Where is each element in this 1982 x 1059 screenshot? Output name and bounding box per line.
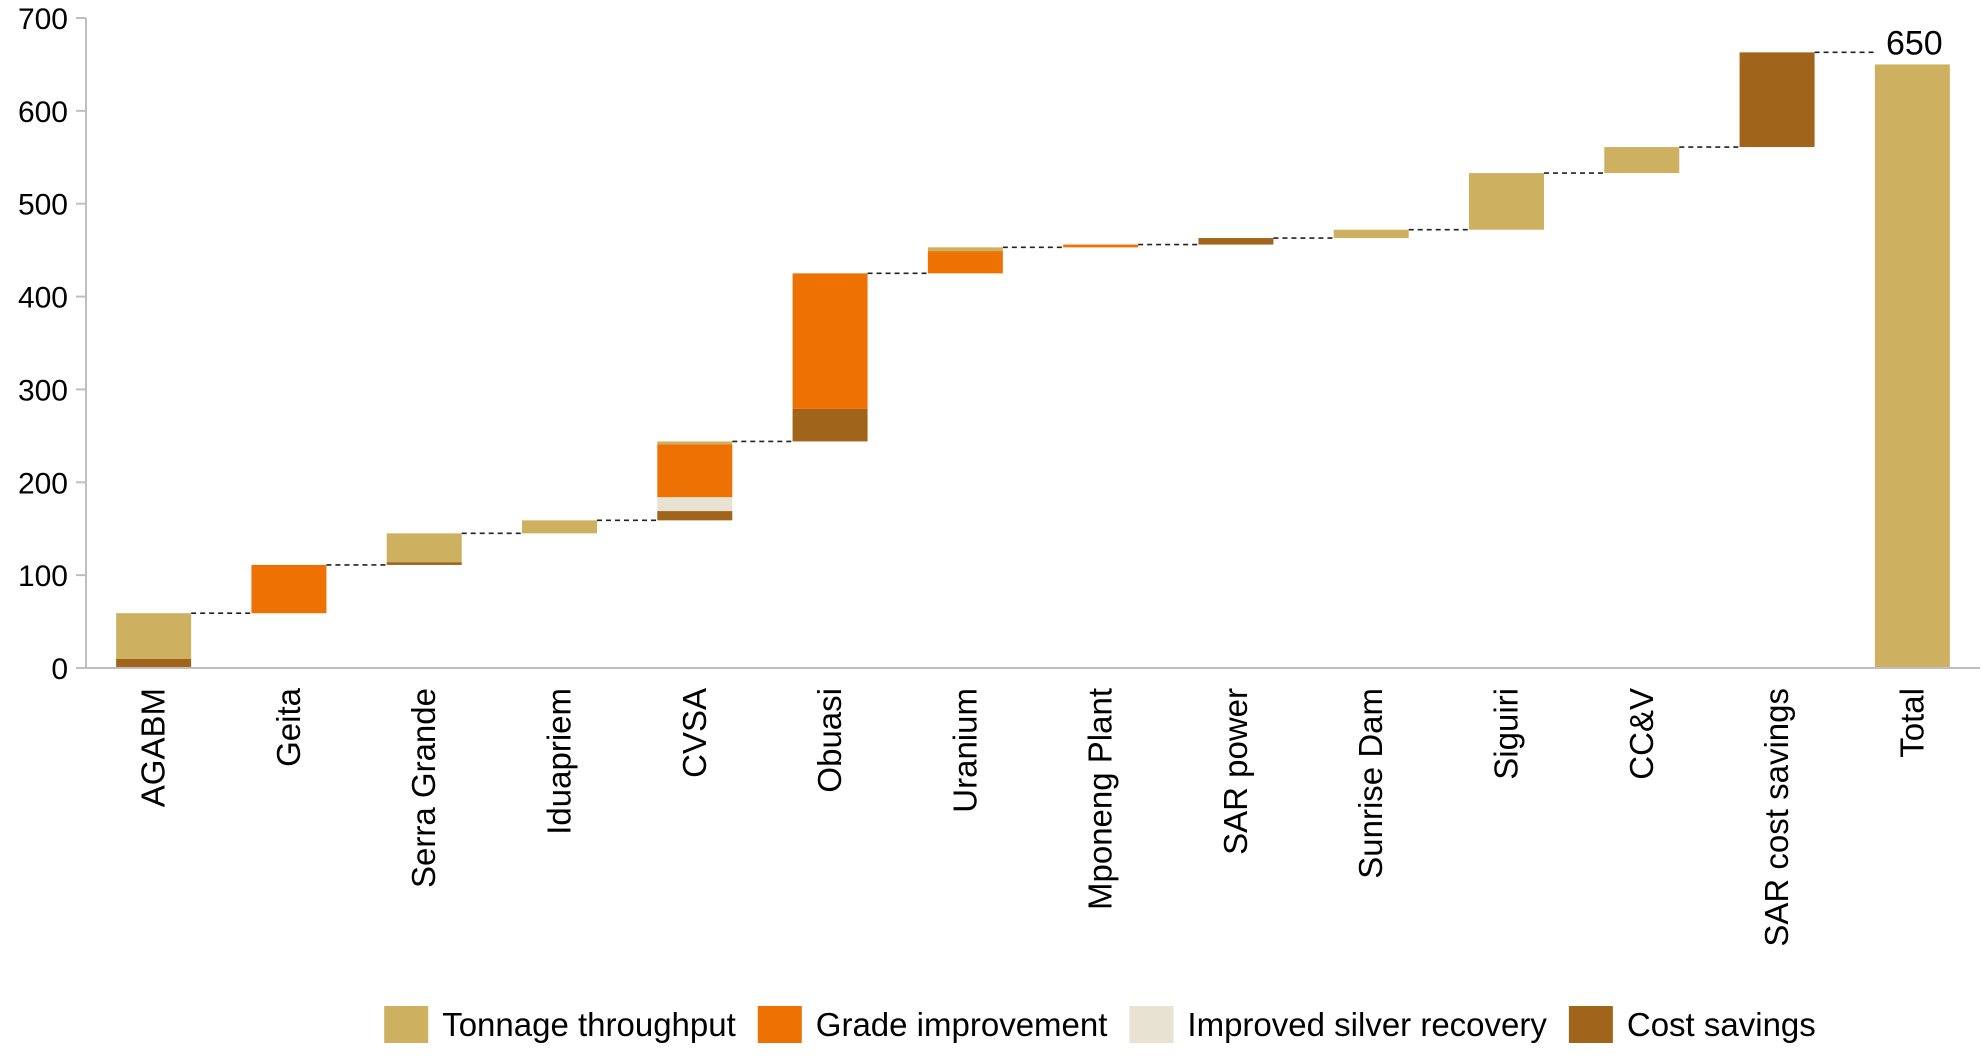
- bar-segment[interactable]: [116, 658, 192, 668]
- bar-group[interactable]: [927, 247, 1003, 274]
- bar-segment[interactable]: [1469, 173, 1544, 230]
- bar-segment[interactable]: [927, 247, 1003, 252]
- x-tick-label: SAR power: [1217, 688, 1254, 855]
- bar-segment[interactable]: [1604, 147, 1680, 174]
- bar-segment[interactable]: [657, 497, 733, 512]
- y-tick-label: 700: [18, 3, 68, 36]
- bar-group[interactable]: [386, 533, 462, 565]
- bar-group[interactable]: [1739, 52, 1815, 148]
- bar-segment[interactable]: [792, 408, 868, 442]
- x-tick-label: Total: [1893, 688, 1930, 758]
- legend-label: Tonnage throughput: [442, 1006, 736, 1043]
- bar-segment[interactable]: [657, 444, 733, 498]
- y-tick-label: 100: [18, 560, 68, 593]
- x-tick-label: Iduapriem: [541, 688, 578, 835]
- x-tick-label: Obuasi: [811, 688, 848, 793]
- bar-segment[interactable]: [1198, 238, 1274, 245]
- bar-segment[interactable]: [1874, 64, 1950, 668]
- legend-item[interactable]: Cost savings: [1568, 1006, 1816, 1043]
- bar-segment[interactable]: [251, 564, 327, 614]
- legend-swatch: [384, 1006, 429, 1043]
- bar-segment[interactable]: [657, 511, 733, 521]
- legend[interactable]: Tonnage throughput Grade improvement Impro…: [384, 1006, 1816, 1043]
- x-tick-label: CVSA: [676, 688, 713, 778]
- bar-segment[interactable]: [386, 562, 462, 565]
- x-tick-label: AGABM: [135, 688, 172, 807]
- legend-label: Cost savings: [1627, 1006, 1816, 1043]
- x-axis: AGABM Geita Serra Grande Iduapriem CVSA Obuas…: [86, 667, 1980, 947]
- bar-group[interactable]: [251, 564, 327, 614]
- legend-label: Improved silver recovery: [1187, 1006, 1547, 1043]
- x-tick-label: Serra Grande: [405, 688, 442, 888]
- bar-segment[interactable]: [927, 251, 1003, 274]
- bar-group[interactable]: [1469, 173, 1544, 230]
- data-label: 650: [1886, 24, 1943, 62]
- bar-group[interactable]: [792, 273, 868, 442]
- y-tick-label: 0: [51, 653, 68, 686]
- x-tick-label: Sunrise Dam: [1352, 688, 1389, 879]
- bar-segment[interactable]: [1739, 52, 1815, 148]
- y-tick-label: 600: [18, 96, 68, 129]
- bar-group[interactable]: [1198, 238, 1274, 245]
- legend-label: Grade improvement: [816, 1006, 1108, 1043]
- y-tick-label: 500: [18, 189, 68, 222]
- bar-segment[interactable]: [1333, 229, 1409, 239]
- bar-group[interactable]: [522, 520, 597, 534]
- y-tick-label: 300: [18, 374, 68, 407]
- bar-segment[interactable]: [116, 613, 192, 659]
- bar-segment[interactable]: [522, 520, 597, 534]
- bar-group[interactable]: [116, 613, 192, 668]
- x-tick-label: CC&V: [1623, 688, 1660, 780]
- x-tick-label: Siguiri: [1488, 688, 1525, 780]
- connector-lines: [191, 51, 1875, 615]
- legend-item[interactable]: Improved silver recovery: [1129, 1006, 1547, 1043]
- x-tick-label: Uranium: [946, 688, 983, 813]
- x-tick-label: SAR cost savings: [1758, 688, 1795, 947]
- bar-segment[interactable]: [386, 533, 462, 563]
- bar-group[interactable]: [1604, 147, 1680, 174]
- y-tick-label: 200: [18, 467, 68, 500]
- bar-segment[interactable]: [792, 273, 868, 409]
- y-axis: 0 100 200 300 400 500 600 700: [18, 3, 87, 686]
- legend-item[interactable]: Tonnage throughput: [384, 1006, 736, 1043]
- y-tick-label: 400: [18, 282, 68, 315]
- bar-segment[interactable]: [1063, 244, 1139, 248]
- legend-item[interactable]: Grade improvement: [757, 1006, 1108, 1043]
- bar-group[interactable]: [1333, 229, 1409, 239]
- bar-group[interactable]: [657, 441, 733, 521]
- legend-swatch: [757, 1006, 802, 1043]
- x-tick-label: Mponeng Plant: [1082, 688, 1119, 910]
- x-tick-label: Geita: [270, 687, 307, 767]
- bars: [116, 52, 1950, 668]
- bar-segment[interactable]: [657, 441, 733, 445]
- legend-swatch: [1568, 1006, 1613, 1043]
- bar-group[interactable]: [1874, 64, 1950, 668]
- bar-group[interactable]: [1063, 244, 1139, 248]
- legend-swatch: [1129, 1006, 1174, 1043]
- data-labels: 650: [1886, 24, 1943, 62]
